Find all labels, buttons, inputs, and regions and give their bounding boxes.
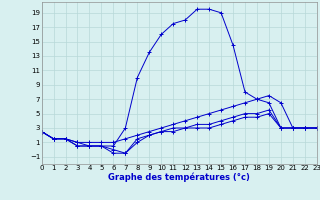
X-axis label: Graphe des températures (°c): Graphe des températures (°c): [108, 173, 250, 182]
